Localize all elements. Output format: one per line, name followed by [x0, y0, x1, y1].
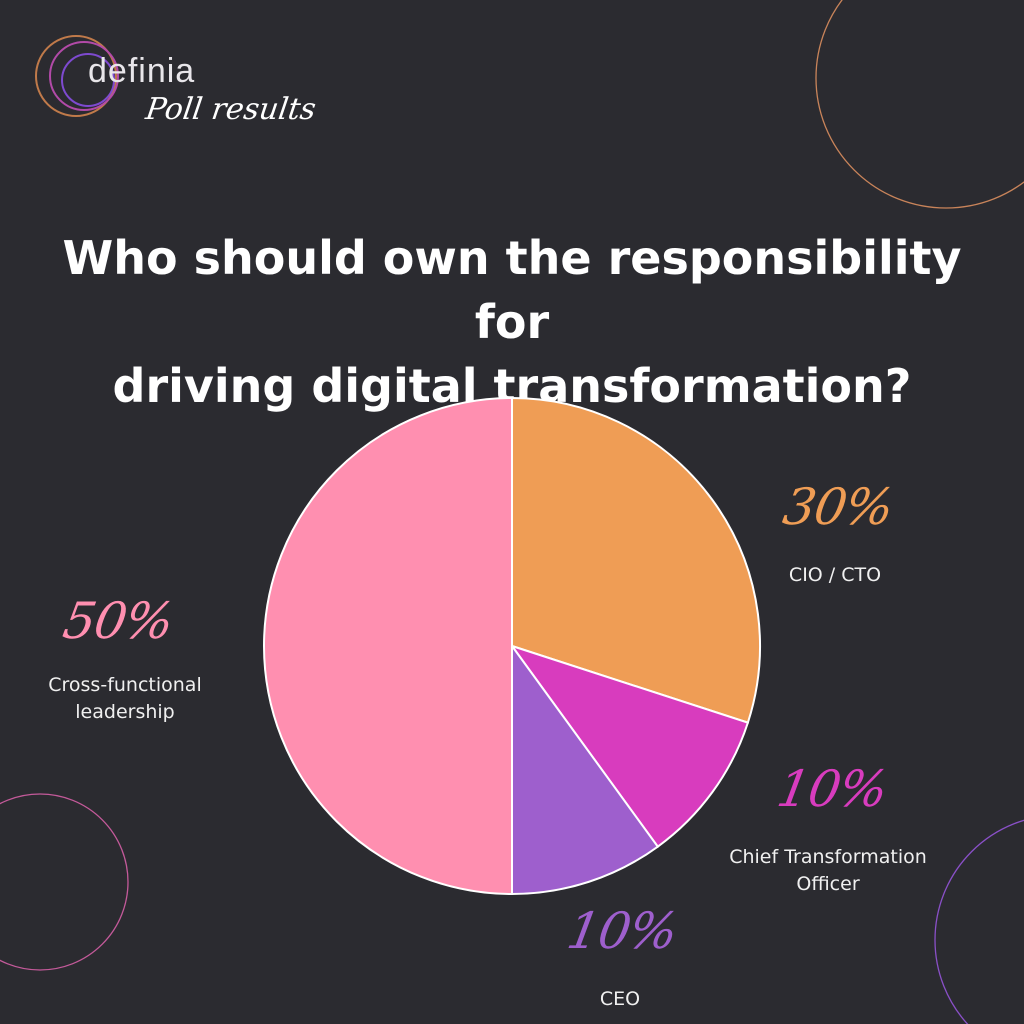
- deco-circle-top-right: [815, 0, 1024, 209]
- slice-label-cio: CIO / CTO: [788, 564, 882, 586]
- pie-slice-cto_chief: [509, 644, 750, 849]
- slice-label-ceo: CEO: [599, 988, 641, 1010]
- deco-circle-bottom-right: [934, 819, 1024, 1024]
- pie-slice-cio: [511, 396, 761, 724]
- label-line: Officer: [796, 873, 860, 895]
- pct-label-chief-transformation: 10%: [772, 760, 892, 818]
- pct-label-cio: 30%: [778, 478, 898, 536]
- pie-slice-cross: [263, 396, 513, 896]
- slice-label-chief-transformation: Chief Transformation Officer: [708, 844, 948, 898]
- label-line: Chief Transformation: [729, 846, 927, 868]
- pct-label-ceo: 10%: [562, 902, 682, 960]
- label-line: Cross-functional: [48, 674, 202, 696]
- pie-slice-ceo: [511, 642, 660, 896]
- deco-circle-bottom-left: [0, 793, 129, 971]
- title-line-1: Who should own the responsibility for: [62, 231, 962, 349]
- slice-label-cross-functional: Cross-functional leadership: [30, 672, 220, 726]
- label-line: leadership: [75, 701, 175, 723]
- pct-label-cross-functional: 50%: [58, 592, 178, 650]
- logo-mark: [35, 35, 119, 117]
- page-title: Who should own the responsibility for dr…: [20, 226, 1004, 418]
- brand-name: definia: [88, 52, 196, 90]
